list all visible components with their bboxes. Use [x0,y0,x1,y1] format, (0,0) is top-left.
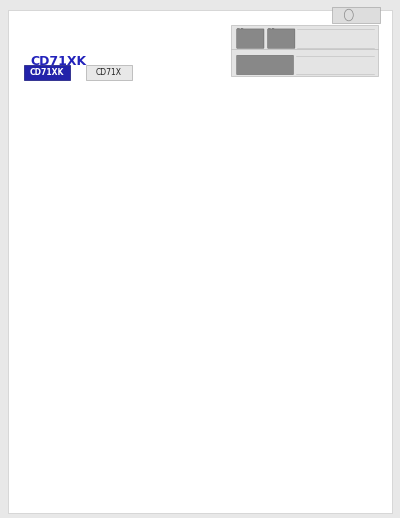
FancyBboxPatch shape [86,65,132,80]
Text: CD71XK: CD71XK [30,68,64,77]
FancyBboxPatch shape [268,29,295,48]
FancyBboxPatch shape [332,7,380,23]
FancyBboxPatch shape [237,29,264,48]
Text: 规 格: 规 格 [237,28,243,33]
FancyBboxPatch shape [24,65,70,80]
FancyBboxPatch shape [237,55,294,75]
Text: CD71XK: CD71XK [30,54,86,68]
Text: CD71X: CD71X [96,68,122,77]
FancyBboxPatch shape [231,25,378,76]
FancyBboxPatch shape [8,10,392,513]
Text: 规 格: 规 格 [268,28,274,33]
